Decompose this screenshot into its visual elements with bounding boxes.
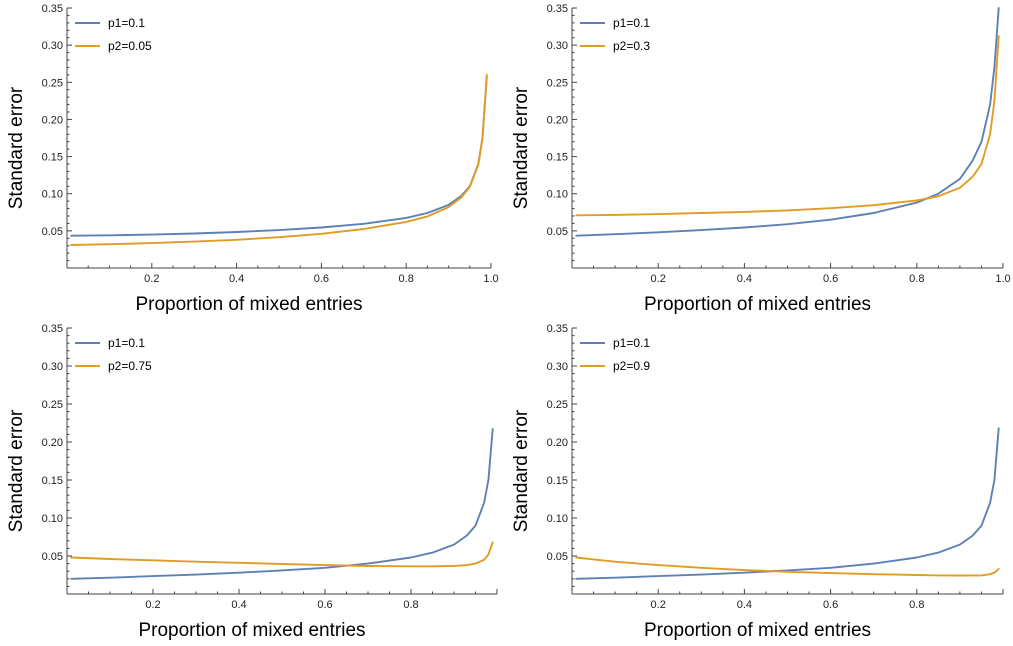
y-tick-label: 0.05 xyxy=(547,226,568,238)
y-tick-label: 0.35 xyxy=(547,323,568,335)
y-tick-label: 0.10 xyxy=(547,513,568,525)
x-tick-label: 0.2 xyxy=(651,273,666,285)
x-tick-label: 0.8 xyxy=(909,273,924,285)
y-tick-label: 0.25 xyxy=(547,77,568,89)
series-line-1 xyxy=(575,7,1000,237)
y-tick-label: 0.20 xyxy=(42,437,63,449)
y-tick-label: 0.35 xyxy=(42,323,63,335)
y-tick-label: 0.35 xyxy=(547,3,568,15)
series-line-1 xyxy=(70,75,488,237)
y-tick-label: 0.30 xyxy=(547,361,568,373)
legend-label: p2=0.05 xyxy=(108,39,152,53)
y-tick-label: 0.10 xyxy=(42,189,63,201)
y-tick-label: 0.15 xyxy=(547,475,568,487)
y-tick-label: 0.05 xyxy=(42,551,63,563)
y-tick-label: 0.15 xyxy=(547,152,568,164)
x-tick-label: 0.4 xyxy=(229,273,244,285)
y-tick-label: 0.20 xyxy=(547,437,568,449)
y-tick-label: 0.25 xyxy=(42,399,63,411)
x-axis-title: Proportion of mixed entries xyxy=(644,294,871,315)
chart-panel-1: 0.2 0.4 0.6 0.8 1.0 0.05 0.10 0.15 0.20 0.25 0.30 0… xyxy=(6,3,499,315)
x-axis-title: Proportion of mixed entries xyxy=(135,294,362,315)
x-axis-title: Proportion of mixed entries xyxy=(644,620,871,641)
y-tick-label: 0.10 xyxy=(547,189,568,201)
legend-label: p2=0.9 xyxy=(613,359,650,373)
x-tick-label: 0.2 xyxy=(145,599,160,611)
series-line-1 xyxy=(575,427,1000,580)
y-tick-label: 0.25 xyxy=(547,399,568,411)
series-line-2 xyxy=(575,556,1000,577)
x-tick-label: 0.8 xyxy=(403,599,418,611)
x-tick-label: 0.2 xyxy=(651,599,666,611)
series-line-2 xyxy=(70,73,488,246)
y-tick-label: 0.20 xyxy=(42,114,63,126)
x-tick-label: 0.4 xyxy=(231,599,246,611)
x-tick-label: 1.0 xyxy=(483,273,498,285)
legend-label: p1=0.1 xyxy=(613,336,650,350)
legend-label: p1=0.1 xyxy=(108,336,145,350)
x-tick-label: 0.6 xyxy=(823,273,838,285)
series-line-1 xyxy=(70,428,494,580)
y-tick-label: 0.15 xyxy=(42,475,63,487)
x-tick-label: 0.6 xyxy=(314,273,329,285)
x-tick-label: 0.4 xyxy=(737,599,752,611)
series-line-2 xyxy=(70,541,494,568)
y-axis-title: Standard error xyxy=(511,409,532,532)
x-tick-label: 0.6 xyxy=(823,599,838,611)
y-tick-label: 0.30 xyxy=(547,40,568,52)
legend-label: p2=0.75 xyxy=(108,359,152,373)
y-tick-label: 0.15 xyxy=(42,152,63,164)
chart-panel-4: 0.2 0.4 0.6 0.8 0.05 0.10 0.15 0.20 0.25 0.30 0.35… xyxy=(511,323,1004,641)
y-tick-label: 0.35 xyxy=(42,3,63,15)
y-tick-label: 0.20 xyxy=(547,114,568,126)
x-tick-label: 0.8 xyxy=(399,273,414,285)
y-tick-label: 0.10 xyxy=(42,513,63,525)
chart-panel-2: 0.2 0.4 0.6 0.8 1.0 0.05 0.10 0.15 0.20 0.25 0.30 0… xyxy=(511,3,1011,315)
y-axis-title: Standard error xyxy=(6,86,27,209)
y-tick-label: 0.30 xyxy=(42,40,63,52)
y-axis-title: Standard error xyxy=(6,409,27,532)
x-tick-label: 0.4 xyxy=(737,273,752,285)
x-axis-title: Proportion of mixed entries xyxy=(138,620,365,641)
series-line-2 xyxy=(575,35,1000,217)
y-tick-label: 0.25 xyxy=(42,77,63,89)
x-tick-label: 0.2 xyxy=(144,273,159,285)
chart-panel-3: 0.2 0.4 0.6 0.8 0.05 0.10 0.15 0.20 0.25 0.30 0.35… xyxy=(6,323,498,641)
y-axis-title: Standard error xyxy=(511,86,532,209)
x-tick-label: 0.8 xyxy=(909,599,924,611)
legend-label: p1=0.1 xyxy=(613,16,650,30)
y-tick-label: 0.30 xyxy=(42,361,63,373)
x-tick-label: 0.6 xyxy=(317,599,332,611)
legend-label: p1=0.1 xyxy=(108,16,145,30)
y-tick-label: 0.05 xyxy=(42,226,63,238)
legend-label: p2=0.3 xyxy=(613,39,650,53)
x-tick-label: 1.0 xyxy=(995,273,1010,285)
y-tick-label: 0.05 xyxy=(547,551,568,563)
